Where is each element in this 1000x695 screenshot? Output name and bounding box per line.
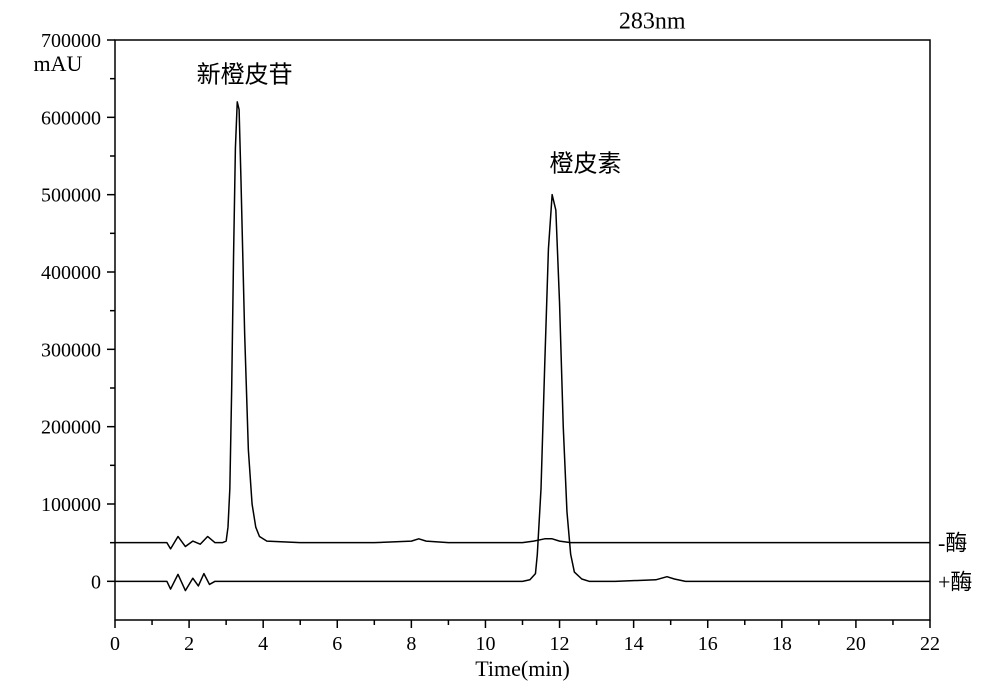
y-axis-label: mAU [34,51,83,76]
y-tick-label: 100000 [41,494,101,516]
series-label-plus-enzyme: +酶 [938,569,972,594]
y-tick-label: 500000 [41,185,101,207]
x-tick-label: 20 [846,633,866,655]
y-tick-label: 0 [91,571,101,593]
x-tick-label: 14 [624,633,644,655]
x-tick-label: 22 [920,633,940,655]
y-tick-label: 400000 [41,262,101,284]
x-tick-label: 2 [184,633,194,655]
x-tick-label: 18 [772,633,792,655]
x-tick-label: 16 [698,633,718,655]
x-tick-label: 6 [332,633,342,655]
series-label-minus-enzyme: -酶 [938,531,967,556]
x-tick-label: 4 [258,633,268,655]
hplc-chromatogram-chart: 0 2 4 6 8 10 12 14 16 18 20 22 0 100000 200000 300000 40… [0,0,1000,695]
peak-label: 橙皮素 [549,150,621,177]
x-tick-label: 0 [110,633,120,655]
y-tick-label: 200000 [41,417,101,439]
x-axis-label: Time(min) [475,656,570,681]
x-tick-label: 10 [475,633,495,655]
chart-background [0,0,1000,695]
chart-title: 283nm [619,8,686,34]
y-tick-label: 300000 [41,339,101,361]
x-tick-label: 8 [406,633,416,655]
peak-label: 新橙皮苷 [197,62,293,89]
y-tick-label: 700000 [41,30,101,52]
x-tick-label: 12 [550,633,570,655]
y-tick-label: 600000 [41,107,101,129]
